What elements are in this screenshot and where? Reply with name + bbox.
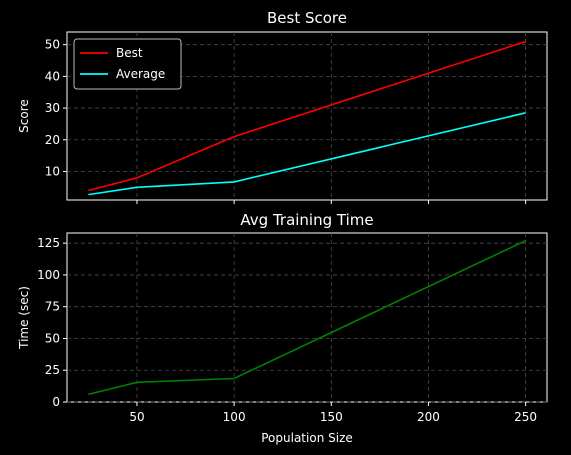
chart-0-series-average-line: [88, 112, 526, 196]
chart-1-plot-area: [66, 232, 548, 403]
chart-1-ytick-label-50: 50: [45, 331, 60, 345]
chart-0-ytick-label-20: 20: [45, 133, 60, 147]
chart-1-ytick-label-100: 100: [37, 268, 60, 282]
chart-1-xtick-label-100: 100: [223, 410, 246, 424]
chart-1-ylabel: Time (sec): [17, 286, 31, 350]
chart-0-ytick-label-40: 40: [45, 69, 60, 83]
chart-0-title: Best Score: [267, 9, 347, 27]
chart-1-title: Avg Training Time: [240, 211, 373, 229]
chart-1-series-0-line: [88, 239, 526, 396]
best-score-panel: 10 20 30 40 50 Best Score Score Best Average: [17, 9, 548, 204]
chart-0-legend-label-average: Average: [116, 67, 165, 81]
chart-0-series-best-line: [88, 40, 526, 192]
chart-0-legend: Best Average: [73, 38, 182, 90]
chart-0-ytick-label-30: 30: [45, 101, 60, 115]
chart-1-xtick-label-50: 50: [129, 410, 144, 424]
chart-1-ytick-label-75: 75: [45, 300, 60, 314]
chart-0-ytick-label-10: 10: [45, 164, 60, 178]
chart-0-legend-box: [73, 38, 182, 90]
chart-0-legend-label-best: Best: [116, 46, 143, 60]
chart-1-ytick-label-25: 25: [45, 363, 60, 377]
chart-0-ytick-label-50: 50: [45, 38, 60, 52]
chart-1-xlabel: Population Size: [261, 431, 353, 445]
chart-1-xtick-label-250: 250: [514, 410, 537, 424]
chart-1-ytick-label-0: 0: [52, 395, 60, 409]
chart-1-ytick-label-125: 125: [37, 236, 60, 250]
chart-1-xtick-label-200: 200: [417, 410, 440, 424]
avg-training-time-panel: 0 25 50 75 100 125 50 100 150 200 250 Avg Training …: [17, 211, 548, 445]
chart-1-xtick-label-150: 150: [320, 410, 343, 424]
chart-0-ylabel: Score: [17, 99, 31, 133]
